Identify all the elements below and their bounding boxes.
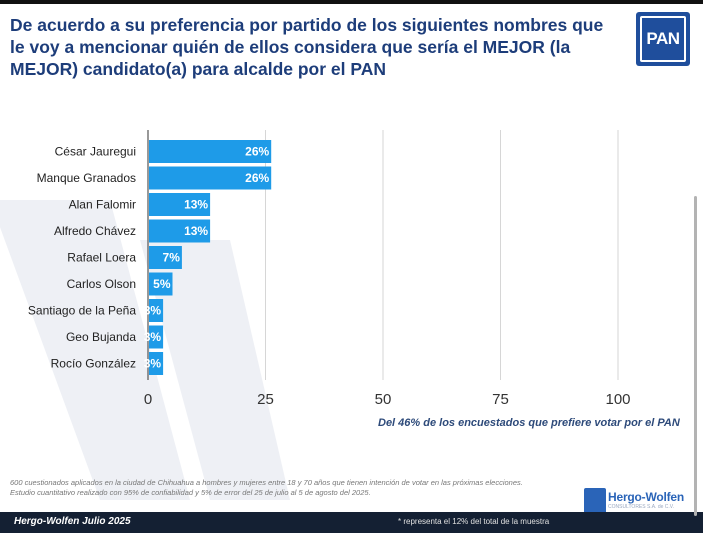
category-label: Santiago de la Peña: [28, 304, 136, 318]
data-label: 26%: [245, 171, 269, 185]
bar: [149, 193, 211, 216]
footer-bar: Hergo-Wolfen Julio 2025 * representa el …: [0, 512, 703, 533]
scrollbar[interactable]: [694, 196, 697, 516]
category-label: César Jauregui: [55, 145, 136, 159]
bar-layer: [149, 140, 272, 375]
data-label: 3%: [144, 330, 162, 344]
axis-note: Del 46% de los encuestados que prefiere …: [378, 417, 680, 429]
category-label: Manque Granados: [37, 171, 136, 185]
tick-layer: 0 25 50 75 100: [144, 391, 631, 408]
category-label: Alfredo Chávez: [54, 224, 136, 238]
bar: [149, 299, 164, 322]
methodology-line-2: Estudio cuantitativo realizado con 95% d…: [10, 488, 371, 497]
data-label: 26%: [245, 145, 269, 159]
footer-source: Hergo-Wolfen Julio 2025: [14, 516, 131, 527]
bar: [149, 352, 164, 375]
x-tick-label: 25: [257, 391, 274, 408]
footer-note: * representa el 12% del total de la mues…: [398, 517, 550, 526]
top-border: [0, 0, 703, 4]
x-tick-label: 0: [144, 391, 152, 408]
bar: [149, 272, 173, 296]
data-label: 3%: [144, 357, 162, 371]
x-tick-label: 50: [375, 391, 392, 408]
bar: [149, 325, 164, 349]
methodology-line-1: 600 cuestionados aplicados en la ciudad …: [10, 478, 523, 487]
bar: [149, 219, 211, 243]
x-tick-label: 100: [605, 391, 630, 408]
category-label: Rocío González: [51, 357, 136, 371]
data-label: 7%: [163, 251, 181, 265]
brand-subtitle: CONSULTORES S.A. de C.V.: [608, 504, 675, 510]
data-label: 13%: [184, 198, 208, 212]
x-tick-label: 75: [492, 391, 509, 408]
bar-chart: César Jauregui 26% Manque Granados 26% Alan …: [28, 130, 631, 408]
label-layer: César Jauregui 26% Manque Granados 26% Alan …: [28, 145, 270, 371]
methodology-note: 600 cuestionados aplicados en la ciudad …: [10, 478, 570, 498]
category-label: Alan Falomir: [69, 198, 136, 212]
data-label: 13%: [184, 224, 208, 238]
brand-logo: Hergo-Wolfen CONSULTORES S.A. de C.V.: [584, 488, 696, 524]
category-label: Carlos Olson: [67, 277, 136, 291]
bar: [149, 166, 272, 190]
category-label: Rafael Loera: [67, 251, 136, 265]
data-label: 5%: [153, 277, 171, 291]
brand-name: Hergo-Wolfen: [608, 490, 685, 504]
data-label: 3%: [144, 304, 162, 318]
bar: [149, 140, 272, 163]
bar: [149, 246, 182, 269]
pan-logo: PAN: [636, 12, 690, 66]
chart-title: De acuerdo a su preferencia por partido …: [10, 15, 604, 79]
category-label: Geo Bujanda: [66, 330, 136, 344]
watermark-graphic: [0, 200, 290, 500]
brand-icon: [584, 488, 606, 514]
pan-logo-text: PAN: [640, 16, 686, 62]
